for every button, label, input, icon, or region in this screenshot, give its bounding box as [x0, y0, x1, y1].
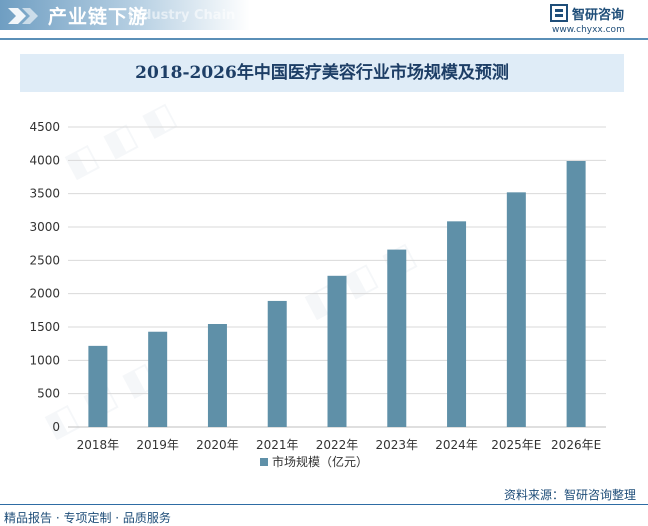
y-tick-label: 1500	[29, 320, 60, 334]
bar	[566, 161, 586, 427]
x-tick-label: 2019年	[136, 438, 179, 452]
legend-label: 市场规模（亿元）	[272, 454, 368, 469]
header: 产业链下游 Industry Chain 智研咨询 www.chyxx.com	[0, 0, 648, 40]
y-tick-label: 4500	[29, 120, 60, 134]
chart-title-band: 2018-2026年中国医疗美容行业市场规模及预测	[20, 54, 624, 92]
footer-source: 资料来源：智研咨询整理	[503, 488, 636, 502]
y-tick-label: 500	[37, 387, 60, 401]
x-tick-label: 2018年	[77, 438, 120, 452]
bar	[267, 300, 287, 427]
header-title: 产业链下游	[48, 6, 149, 28]
brand: 智研咨询 www.chyxx.com	[550, 4, 640, 38]
footer-tagline: 精品报告 · 专项定制 · 品质服务	[4, 511, 171, 525]
header-subtitle: Industry Chain	[128, 8, 236, 23]
chart-title: 2018-2026年中国医疗美容行业市场规模及预测	[135, 63, 509, 83]
brand-url: www.chyxx.com	[552, 25, 625, 35]
x-tick-label: 2023年	[376, 438, 419, 452]
y-tick-label: 2000	[29, 287, 60, 301]
bar	[387, 249, 407, 427]
x-tick-label: 2026年E	[551, 438, 601, 452]
bar	[148, 331, 168, 427]
bar	[207, 324, 227, 427]
bar	[88, 345, 108, 427]
y-tick-label: 4000	[29, 153, 60, 167]
y-tick-label: 1000	[29, 353, 60, 367]
legend-swatch	[260, 458, 268, 466]
x-tick-label: 2020年	[196, 438, 239, 452]
bar	[447, 221, 467, 427]
y-tick-label: 3000	[29, 220, 60, 234]
x-tick-label: 2022年	[316, 438, 359, 452]
y-tick-label: 0	[52, 420, 60, 434]
y-tick-label: 2500	[29, 253, 60, 267]
header-banner	[0, 0, 250, 30]
x-tick-label: 2024年	[435, 438, 478, 452]
x-tick-label: 2025年E	[491, 438, 541, 452]
header-divider	[0, 38, 648, 40]
header-chevron-icon	[8, 8, 38, 24]
footer-divider	[0, 504, 648, 505]
brand-logo-icon	[550, 4, 568, 22]
y-tick-label: 3500	[29, 187, 60, 201]
bar	[506, 192, 526, 427]
x-tick-label: 2021年	[256, 438, 299, 452]
bar	[327, 275, 347, 427]
brand-name: 智研咨询	[572, 8, 625, 23]
